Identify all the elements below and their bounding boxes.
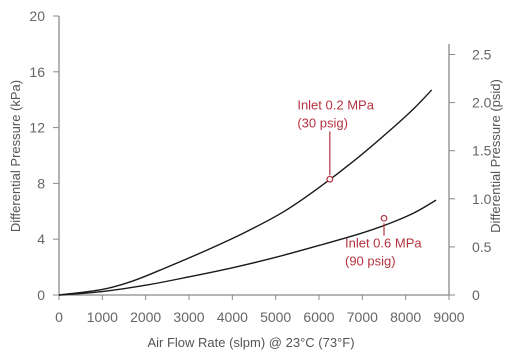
axes <box>58 16 450 296</box>
x-axis-ticks: 0 1000 2000 3000 4000 5000 6000 7000 8000 9000 <box>55 295 465 325</box>
annotation-marker <box>380 214 388 222</box>
annotation-label: Inlet 0.6 MPa <box>345 236 422 251</box>
y2-tick-label: 0 <box>472 287 480 303</box>
annotation-1: Inlet 0.2 MPa (30 psig) <box>297 97 375 183</box>
y2-tick-label: 1.0 <box>472 191 492 207</box>
annotations: Inlet 0.2 MPa (30 psig) Inlet 0.6 MPa (90 p… <box>297 97 422 268</box>
x-tick-label: 1000 <box>87 309 118 325</box>
y2-tick-label: 1.5 <box>472 143 492 159</box>
y2-axis-ticks: 0 0.5 1.0 1.5 2.0 2.5 <box>449 46 492 303</box>
series-line-1 <box>58 89 433 296</box>
y2-axis-title: Differential Pressure (psid) <box>488 79 503 233</box>
series-line-2 <box>58 199 437 296</box>
x-tick-label: 4000 <box>217 309 248 325</box>
y-tick-label: 20 <box>29 8 45 24</box>
y-tick-label: 0 <box>37 287 45 303</box>
x-tick-label: 9000 <box>433 309 464 325</box>
annotation-label: Inlet 0.2 MPa <box>297 97 374 112</box>
y2-tick-label: 0.5 <box>472 239 492 255</box>
y-axis-title: Differential Pressure (kPa) <box>8 80 23 232</box>
x-tick-label: 2000 <box>130 309 161 325</box>
x-tick-label: 8000 <box>390 309 421 325</box>
x-tick-label: 3000 <box>173 309 204 325</box>
series-lines <box>58 89 437 296</box>
annotation-label: (90 psig) <box>345 254 396 269</box>
x-tick-label: 5000 <box>260 309 291 325</box>
y-tick-label: 16 <box>29 64 45 80</box>
x-axis-title: Air Flow Rate (slpm) @ 23°C (73°F) <box>147 335 354 350</box>
y-axis-ticks: 0 4 8 12 16 20 <box>29 8 59 303</box>
y-tick-label: 8 <box>37 175 45 191</box>
y-tick-label: 4 <box>37 231 45 247</box>
y-tick-label: 12 <box>29 120 45 136</box>
annotation-marker <box>326 175 334 183</box>
y2-tick-label: 2.5 <box>472 46 492 62</box>
x-tick-label: 6000 <box>303 309 334 325</box>
x-tick-label: 7000 <box>347 309 378 325</box>
annotation-label: (30 psig) <box>297 115 348 130</box>
annotation-2: Inlet 0.6 MPa (90 psig) <box>345 214 422 269</box>
y2-tick-label: 2.0 <box>472 95 492 111</box>
x-tick-label: 0 <box>55 309 63 325</box>
